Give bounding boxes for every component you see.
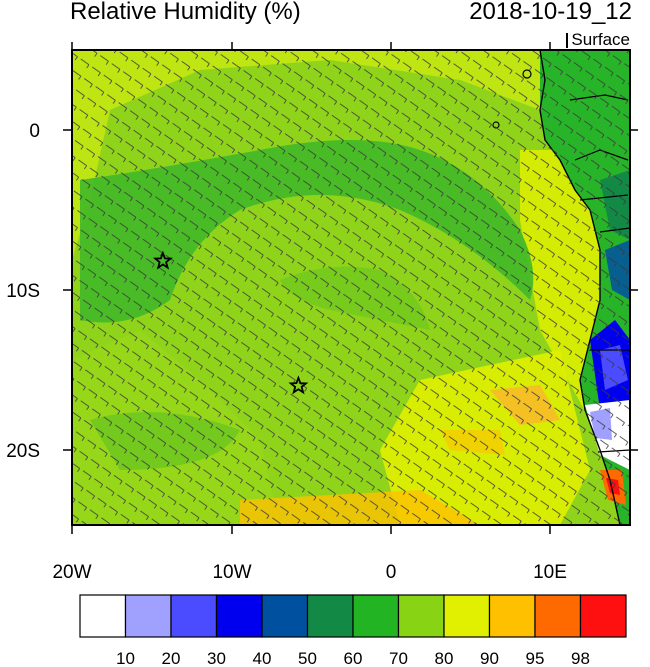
- color-legend: [79, 594, 627, 638]
- legend-label-40: 40: [253, 649, 272, 667]
- legend-swatch-0: [79, 594, 127, 638]
- legend-label-20: 20: [162, 649, 181, 667]
- legend-swatch-8: [443, 594, 491, 638]
- lon-label-0: 0: [386, 562, 397, 583]
- legend-swatch-1: [124, 594, 172, 638]
- map-date: 2018-10-19_12: [469, 0, 632, 25]
- lon-label-20w: 20W: [52, 562, 91, 583]
- map-frame: [71, 49, 631, 526]
- legend-label-10: 10: [116, 649, 135, 667]
- legend-label-70: 70: [389, 649, 408, 667]
- wind-barbs: [72, 50, 630, 525]
- lat-label-20s: 20S: [6, 441, 40, 462]
- legend-swatch-6: [352, 594, 400, 638]
- lat-label-0: 0: [29, 121, 40, 142]
- legend-swatch-2: [170, 594, 218, 638]
- legend-swatch-7: [397, 594, 445, 638]
- legend-label-50: 50: [298, 649, 317, 667]
- legend-label-90: 90: [480, 649, 499, 667]
- station-star-west: [152, 250, 173, 270]
- legend-swatch-10: [534, 594, 582, 638]
- legend-label-60: 60: [344, 649, 363, 667]
- map-title: Relative Humidity (%): [70, 0, 301, 25]
- station-markers: [152, 250, 309, 395]
- legend-swatch-11: [579, 594, 627, 638]
- legend-label-95: 95: [526, 649, 545, 667]
- humidity-field: [72, 50, 630, 525]
- legend-swatch-9: [488, 594, 536, 638]
- legend-label-30: 30: [207, 649, 226, 667]
- legend-labels: 10 20 30 40 50 60 70 80 90 95 98: [116, 649, 590, 667]
- legend-swatch-5: [306, 594, 354, 638]
- lon-label-10e: 10E: [533, 562, 567, 583]
- legend-label-98: 98: [571, 649, 590, 667]
- legend-swatch-4: [261, 594, 309, 638]
- station-star-south: [288, 375, 309, 395]
- legend-swatch-3: [215, 594, 263, 638]
- axis-ticks: [63, 42, 638, 534]
- lon-label-10w: 10W: [212, 562, 251, 583]
- level-label: Surface: [566, 30, 630, 49]
- legend-label-80: 80: [435, 649, 454, 667]
- lat-label-10s: 10S: [6, 281, 40, 302]
